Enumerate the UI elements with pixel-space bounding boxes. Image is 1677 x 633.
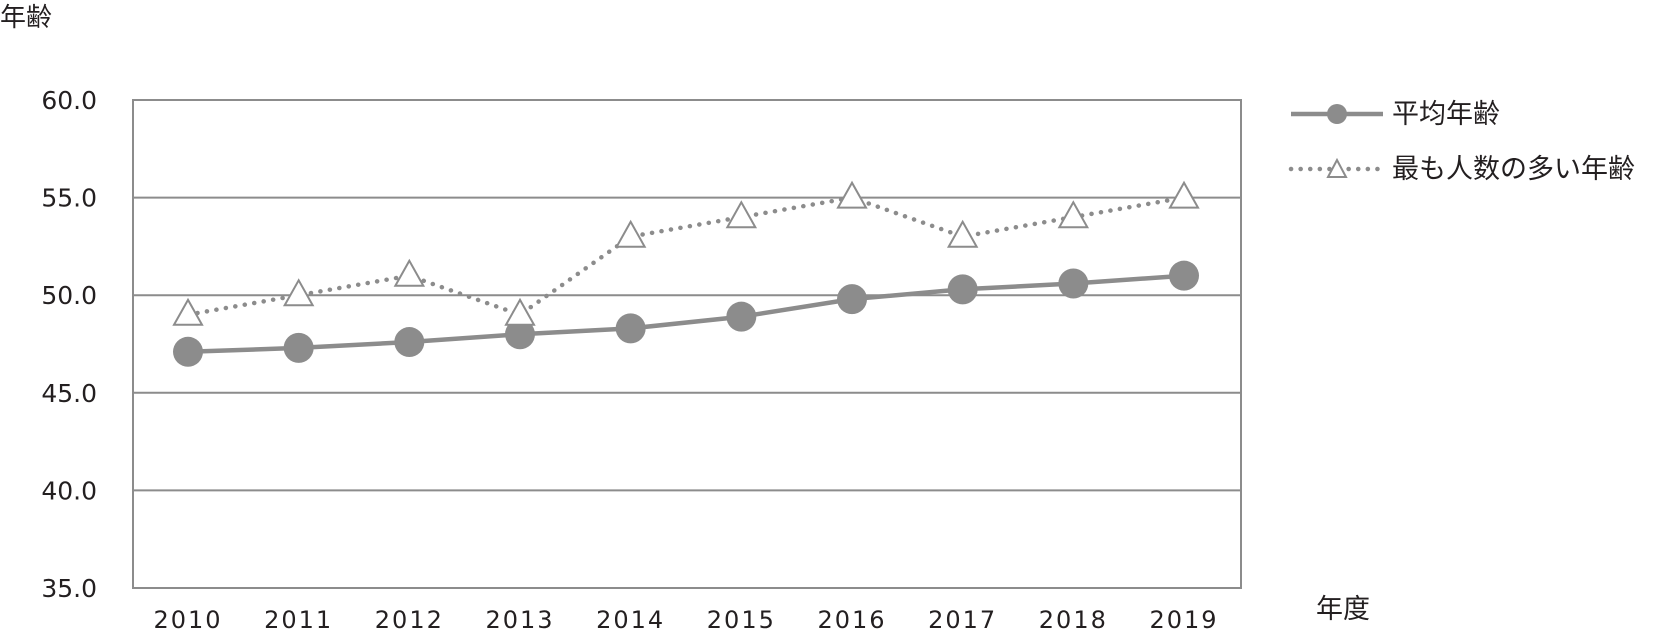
series-line-most-common-age: [185, 195, 1187, 318]
data-point-triangle: [614, 219, 647, 248]
legend-label-most-common-age: 最も人数の多い年齢: [1392, 154, 1635, 185]
data-point-triangle: [504, 297, 536, 326]
legend-label-average-age: 平均年齢: [1392, 99, 1500, 130]
gridlines: [133, 196, 1241, 492]
x-tick-label: 2014: [596, 606, 665, 633]
data-point-circle: [1169, 260, 1199, 291]
x-tick-label: 2018: [1039, 606, 1108, 633]
data-point-circle: [726, 301, 757, 332]
plot-frame: [132, 99, 1242, 589]
y-axis-label: 年齢: [0, 3, 52, 33]
x-tick-label: 2011: [264, 606, 333, 633]
x-tick-label: 2012: [375, 606, 444, 633]
data-point-triangle: [282, 278, 315, 307]
series-line-average-age: [187, 273, 1185, 355]
data-point-circle: [173, 336, 203, 367]
data-point-circle: [505, 319, 535, 350]
x-tick-label: 2019: [1149, 606, 1218, 633]
series-layer: [172, 180, 1200, 367]
y-tick-labels: 35.0 40.0 45.0 50.0 55.0 60.0: [41, 86, 97, 603]
x-tick-label: 2015: [707, 606, 776, 633]
y-tick-label: 35.0: [41, 574, 97, 603]
y-tick-label: 50.0: [41, 281, 97, 310]
y-tick-label: 45.0: [41, 379, 97, 408]
data-point-triangle: [172, 297, 204, 326]
x-axis-label: 年度: [1316, 594, 1370, 625]
data-point-triangle: [946, 219, 979, 248]
x-tick-label: 2017: [928, 606, 997, 633]
data-point-triangle: [836, 180, 868, 209]
x-tick-label: 2016: [817, 606, 886, 633]
data-point-circle: [837, 284, 867, 315]
data-point-circle: [283, 332, 314, 363]
y-tick-label: 60.0: [41, 86, 97, 115]
data-point-triangle: [1168, 180, 1200, 209]
y-tick-label: 55.0: [41, 184, 97, 213]
legend-triangle-marker-icon: [1326, 157, 1348, 178]
legend-item-most-common-age: 最も人数の多い年齢: [1288, 154, 1635, 185]
legend: 平均年齢 最も人数の多い年齢: [1288, 99, 1635, 185]
x-tick-label: 2010: [153, 606, 222, 633]
data-point-triangle: [393, 258, 426, 287]
data-point-circle: [394, 327, 425, 358]
legend-item-average-age: 平均年齢: [1291, 99, 1500, 130]
y-tick-label: 40.0: [41, 476, 97, 505]
data-point-triangle: [1057, 200, 1090, 229]
x-tick-labels: 2010 2011 2012 2013 2014 2015 2016 2017 2018 2019: [153, 606, 1218, 633]
data-point-circle: [1058, 268, 1089, 299]
x-tick-label: 2013: [485, 606, 554, 633]
data-point-circle: [615, 313, 646, 344]
data-point-triangle: [725, 200, 758, 229]
data-point-circle: [947, 274, 978, 305]
legend-circle-marker-icon: [1327, 104, 1347, 124]
